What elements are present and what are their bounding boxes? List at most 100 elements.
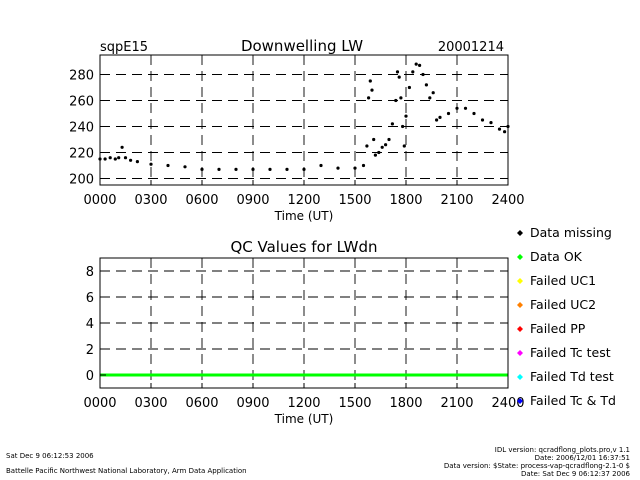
qc-x-tick-label: 0000 <box>83 396 116 411</box>
top-y-tick-label: 240 <box>69 121 94 136</box>
lw-data-point <box>428 96 432 100</box>
footer-idl-version: IDL version: qcradflong_plots.pro,v 1.1 <box>495 446 630 454</box>
legend-label: Failed PP <box>530 321 586 336</box>
qc-grid <box>100 258 508 388</box>
lw-data-point <box>120 145 124 149</box>
top-x-tick-label: 2400 <box>491 193 524 208</box>
lw-data-point <box>390 122 394 126</box>
legend-marker-icon <box>517 326 523 332</box>
lw-data-point <box>166 163 170 168</box>
top-grid <box>100 55 508 185</box>
top-x-tick-label: 1500 <box>338 193 371 208</box>
top-data-points <box>98 62 510 171</box>
top-y-tick-label: 260 <box>69 95 94 110</box>
lw-data-point <box>353 166 357 170</box>
legend-marker-icon <box>517 278 523 284</box>
lw-data-point <box>117 156 121 160</box>
legend-marker-icon <box>517 398 523 404</box>
lw-data-point <box>387 137 391 142</box>
top-x-tick-label: 0900 <box>236 193 269 208</box>
legend-item: Failed Tc & Td <box>517 393 616 408</box>
lw-data-point <box>404 114 408 118</box>
qc-y-tick-label: 6 <box>86 291 94 306</box>
qc-x-tick-label: 1800 <box>389 396 422 411</box>
legend-item: Failed Td test <box>517 369 614 384</box>
lw-data-point <box>251 167 255 171</box>
lw-data-point <box>497 127 502 131</box>
qc-y-tick-label: 8 <box>86 265 94 280</box>
legend-label: Failed Tc test <box>530 345 611 360</box>
top-y-tick-label: 220 <box>69 147 94 162</box>
qc-x-tick-label: 0300 <box>134 396 167 411</box>
lw-data-point <box>438 115 442 119</box>
footer-data-version: Data version: $State: process-vap-qcradf… <box>444 462 630 470</box>
legend-label: Data missing <box>530 225 612 240</box>
footer-timestamp: Sat Dec 9 06:12:53 2006 <box>6 452 94 460</box>
lw-data-point <box>399 96 403 100</box>
qc-x-axis-label: Time (UT) <box>274 412 334 426</box>
qc-x-tick-label: 1200 <box>287 396 320 411</box>
qc-y-tick-label: 2 <box>86 343 94 358</box>
lw-data-point <box>123 156 128 160</box>
lw-data-point <box>149 162 153 166</box>
lw-data-point <box>418 63 422 67</box>
lw-data-point <box>395 70 400 74</box>
legend-item: Failed PP <box>517 321 586 336</box>
legend-marker-icon <box>517 230 523 236</box>
lw-data-point <box>394 98 398 103</box>
lw-data-point <box>113 157 117 161</box>
lw-data-point <box>402 144 406 148</box>
lw-data-point <box>377 150 381 155</box>
lw-data-point <box>407 85 411 90</box>
lw-data-point <box>489 121 493 125</box>
lw-data-point <box>302 167 306 171</box>
lw-data-point <box>503 130 507 134</box>
lw-data-point <box>336 166 340 170</box>
lw-data-point <box>372 137 376 142</box>
top-x-tick-label: 0600 <box>185 193 218 208</box>
legend-marker-icon <box>517 302 523 308</box>
legend-item: Data OK <box>517 249 583 264</box>
top-chart-title: Downwelling LW <box>241 37 363 55</box>
qc-x-tick-label: 2100 <box>440 396 473 411</box>
qc-x-tick-label: 0900 <box>236 396 269 411</box>
legend-label: Data OK <box>530 249 583 264</box>
legend-item: Failed UC1 <box>517 273 596 288</box>
lw-data-point <box>411 70 415 74</box>
legend-label: Failed UC2 <box>530 297 596 312</box>
lw-data-point <box>129 158 133 162</box>
legend-marker-icon <box>517 254 523 260</box>
lw-data-point <box>285 167 289 171</box>
footer-data-date: Date: Sat Dec 9 06:12:37 2006 <box>521 470 630 478</box>
lw-data-point <box>135 160 139 164</box>
legend-label: Failed UC1 <box>530 273 596 288</box>
lw-data-point <box>431 91 435 95</box>
qc-y-tick-label: 0 <box>86 369 94 384</box>
lw-data-point <box>380 145 384 149</box>
lw-data-point <box>424 83 428 87</box>
top-y-tick-label: 280 <box>69 69 94 84</box>
lw-data-point <box>367 96 371 100</box>
lw-data-point <box>480 118 485 122</box>
qc-x-tick-label: 2400 <box>491 396 524 411</box>
qc-legend: Data missing Data OK Failed UC1 Failed UC2 F… <box>517 225 616 408</box>
qc-axis-ticks: 0000 0300 0600 0900 1200 1500 1800 2100 2400 0 2 4 6… <box>83 265 524 411</box>
lw-data-point <box>421 72 425 77</box>
qc-values-chart: 0000 0300 0600 0900 1200 1500 1800 2100 2400 0 2 4 6… <box>83 257 525 426</box>
lw-data-point <box>373 153 377 157</box>
lw-data-point <box>463 106 468 110</box>
lw-data-point <box>103 157 107 161</box>
top-x-tick-label: 0000 <box>83 193 116 208</box>
site-label: sqpE15 <box>100 40 148 55</box>
top-x-axis-label: Time (UT) <box>274 209 334 223</box>
lw-data-point <box>446 111 451 116</box>
lw-data-point <box>183 165 187 169</box>
lw-data-point <box>234 167 238 171</box>
lw-data-point <box>365 144 369 148</box>
footer-idl-date: Date: 2006/12/01 16:37:51 <box>535 454 630 462</box>
lw-data-point <box>370 88 374 92</box>
lw-data-point <box>435 118 439 122</box>
legend-item: Failed Tc test <box>517 345 611 360</box>
lw-data-point <box>414 62 418 66</box>
